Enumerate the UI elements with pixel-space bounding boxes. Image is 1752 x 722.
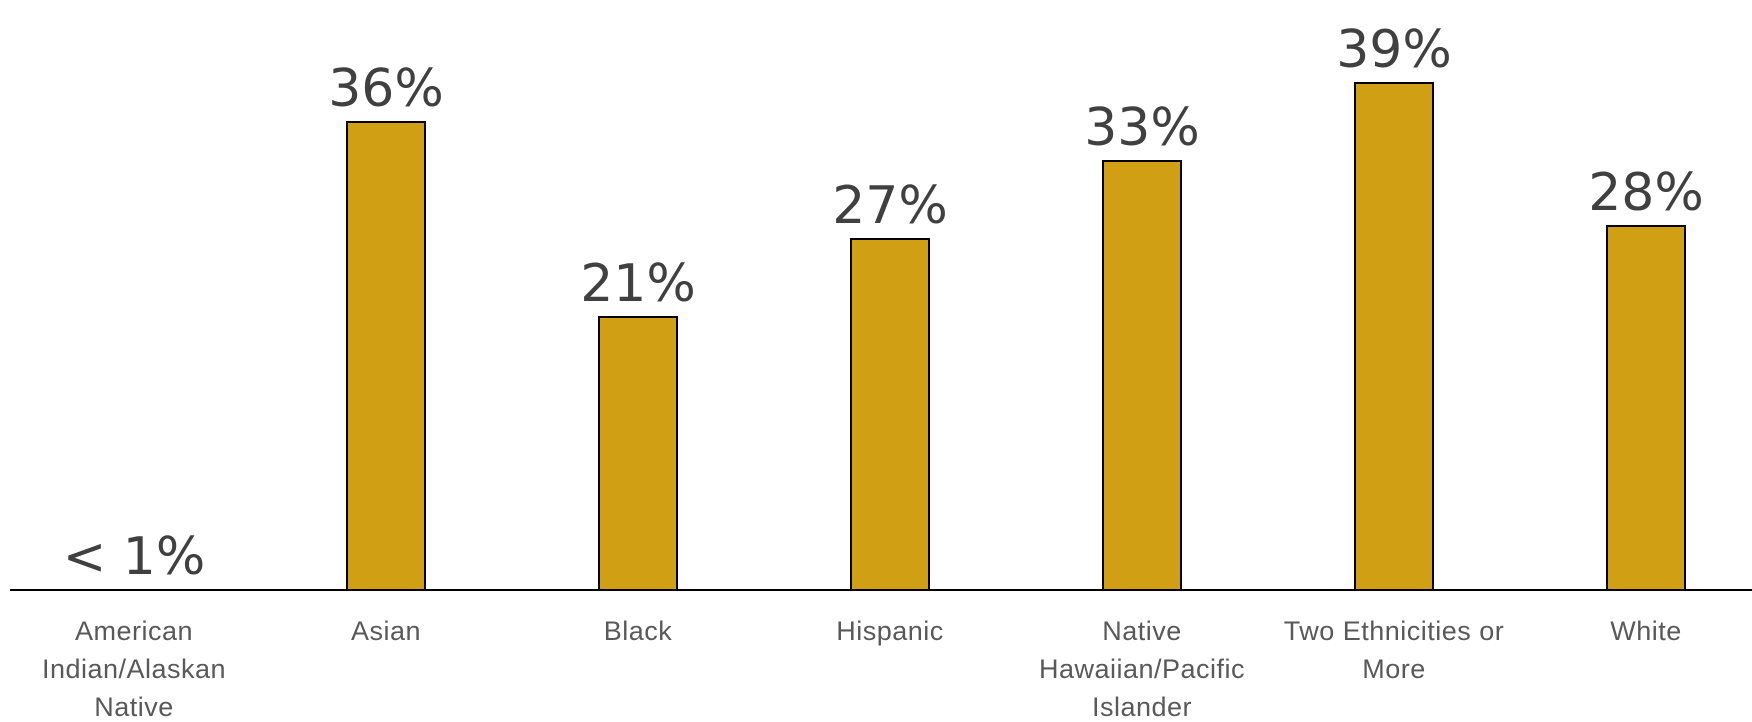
data-label-1: 36% <box>328 59 444 119</box>
category-label-line: Two Ethnicities or <box>1284 616 1505 646</box>
category-label-5: Two Ethnicities or More <box>1284 616 1505 684</box>
category-label-line: Native <box>94 692 174 722</box>
value-labels-layer: < 1% 36% 21% 27% 33% 39% 28% <box>63 20 1704 587</box>
category-label-3: Hispanic <box>836 616 944 646</box>
category-label-2: Black <box>604 616 673 646</box>
bar-5 <box>1354 82 1434 591</box>
data-label-0: < 1% <box>63 527 206 587</box>
data-label-3: 27% <box>832 176 948 236</box>
category-label-line: Black <box>604 616 673 646</box>
category-labels-layer: American Indian/Alaskan Native Asian Black Hi… <box>42 616 1682 722</box>
category-label-1: Asian <box>351 616 421 646</box>
category-label-line: Hispanic <box>836 616 944 646</box>
category-label-line: Islander <box>1092 692 1192 722</box>
data-label-6: 28% <box>1588 163 1704 223</box>
bar-4 <box>1102 160 1182 591</box>
data-label-2: 21% <box>580 254 696 314</box>
data-label-5: 39% <box>1336 20 1452 80</box>
bar-3 <box>850 238 930 591</box>
category-label-line: Hawaiian/Pacific <box>1039 654 1245 684</box>
category-label-line: White <box>1610 616 1682 646</box>
category-label-line: More <box>1362 654 1426 684</box>
category-label-4: Native Hawaiian/Pacific Islander <box>1039 616 1245 722</box>
category-label-line: Indian/Alaskan <box>42 654 226 684</box>
bar-6 <box>1606 225 1686 591</box>
bar-2 <box>598 316 678 591</box>
category-label-6: White <box>1610 616 1682 646</box>
data-label-4: 33% <box>1084 98 1200 158</box>
category-label-line: Asian <box>351 616 421 646</box>
category-label-0: American Indian/Alaskan Native <box>42 616 226 722</box>
category-label-line: Native <box>1102 616 1182 646</box>
category-label-line: American <box>75 616 193 646</box>
bars-layer <box>346 82 1686 591</box>
bar-1 <box>346 121 426 591</box>
